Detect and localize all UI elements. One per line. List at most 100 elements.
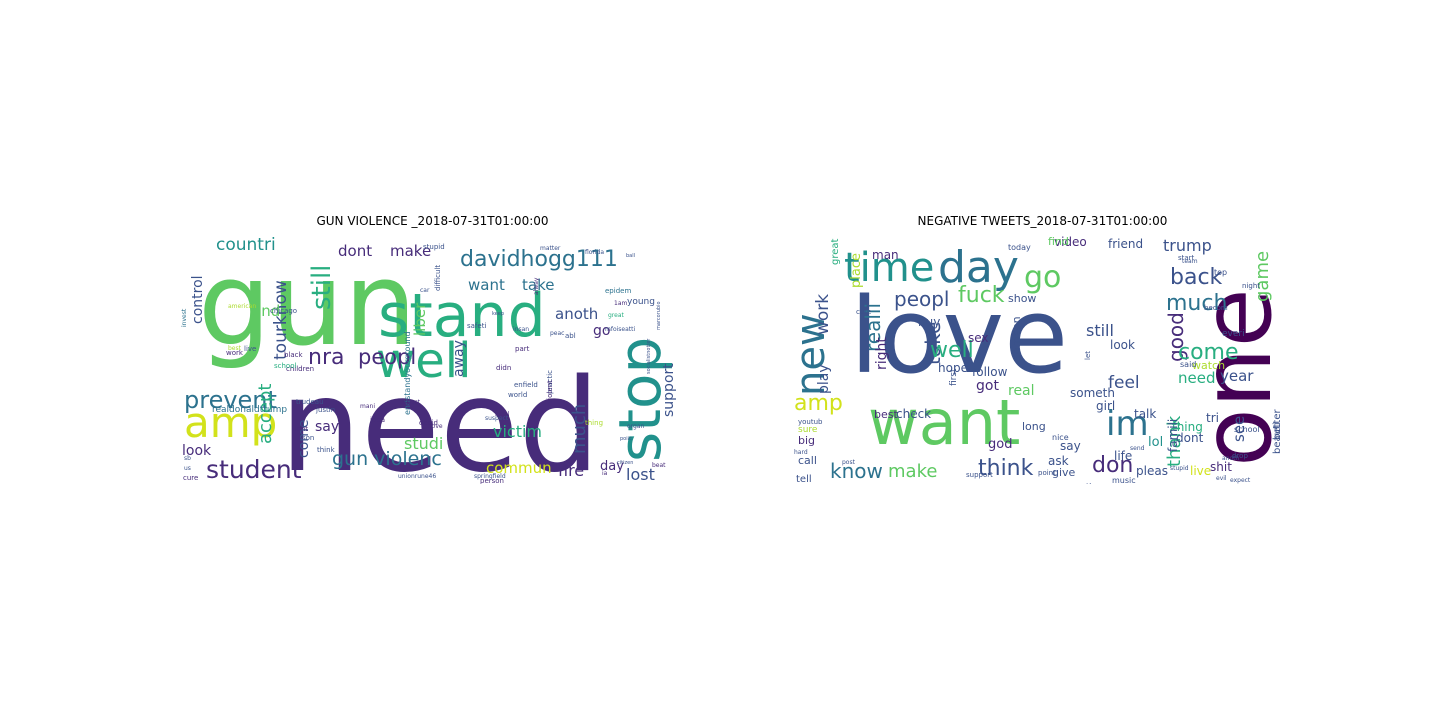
negative-tweets-word-watch: watch — [1192, 359, 1225, 372]
gun-violence-word-socialistnotter: socialistnotter — [646, 338, 652, 374]
gun-violence-word-invest: invest — [181, 308, 188, 327]
negative-tweets-word-buy: buy — [918, 315, 940, 329]
negative-tweets-word-ask: ask — [1048, 454, 1069, 468]
negative-tweets-word-trump: trump — [1163, 236, 1212, 255]
negative-tweets-word-love: love — [850, 275, 1068, 397]
gun-violence-word-beat: beat — [652, 462, 666, 469]
gun-violence-word-come: come — [296, 419, 312, 458]
negative-tweets-word-new: new — [790, 313, 834, 396]
negative-tweets-word-thank: thank — [1164, 415, 1185, 467]
negative-tweets-word-im: im — [1106, 404, 1149, 444]
negative-tweets-word-dont: dont — [1176, 431, 1204, 445]
negative-tweets-word-well: well — [930, 338, 974, 363]
negative-tweets-word-first: first — [949, 368, 959, 386]
negative-tweets-word-shit: shit — [1210, 460, 1232, 474]
negative-tweets-word-music: music — [1112, 476, 1136, 484]
negative-tweets-word-sure: sure — [798, 425, 818, 435]
negative-tweets-word-peopl: peopl — [894, 287, 950, 311]
gun-violence-word-day: day — [600, 459, 624, 474]
gun-violence-word-stand: stand — [378, 281, 546, 351]
gun-violence-word-peac: peac — [550, 330, 564, 337]
negative-tweets-word-year: year — [1220, 367, 1254, 385]
negative-tweets-word-look: look — [1110, 338, 1135, 352]
negative-tweets-word-come: come — [1178, 340, 1239, 365]
negative-tweets-word-still: still — [1086, 321, 1114, 340]
negative-tweets-word-great: great — [830, 238, 841, 265]
negative-tweets-word-make: make — [888, 461, 937, 482]
gun-violence-word-springfield: springfield — [474, 473, 506, 480]
gun-violence-word-didn: didn — [496, 364, 511, 372]
gun-violence-word-take: take — [522, 276, 554, 294]
negative-tweets-word-better: better — [1272, 409, 1283, 440]
gun-violence-word-ball: ball — [626, 253, 635, 259]
gun-violence-word-violent: violent — [546, 380, 554, 404]
negative-tweets-word-god: god — [988, 437, 1012, 452]
left-panel-title: GUN VIOLENCE _2018-07-31T01:00:00 — [316, 214, 549, 228]
negative-tweets-word-check: check — [896, 407, 931, 421]
negative-tweets-word-top: top — [1214, 268, 1227, 277]
gun-violence-word-say: say — [315, 419, 339, 435]
negative-tweets-word-play: play — [816, 364, 832, 394]
negative-tweets-word-follow: follow — [972, 365, 1008, 379]
gun-violence-word-fight: fight — [292, 425, 308, 433]
negative-tweets-word-want: want — [868, 386, 1020, 459]
negative-tweets-word-point: point — [1038, 469, 1056, 477]
negative-tweets-word-school: school — [1234, 425, 1260, 434]
negative-tweets-word-send: send — [1130, 445, 1145, 452]
gun-violence-word-away: away — [451, 340, 467, 377]
negative-tweets-word-back: back — [1170, 265, 1223, 290]
gun-violence-word-cloud: gun need stand well stop amp davidhogg111 preve… — [180, 232, 685, 484]
gun-violence-word-florida: florida — [585, 249, 604, 256]
negative-tweets-word-let: let — [1084, 351, 1092, 360]
gun-violence-word-nra: nra — [308, 345, 344, 370]
negative-tweets-word-pleas: pleas — [1136, 464, 1168, 478]
negative-tweets-word-today: today — [1008, 243, 1031, 252]
gun-violence-word-anoth: anoth — [555, 305, 598, 323]
negative-tweets-word-hope: hope — [938, 361, 968, 375]
negative-tweets-word-post: post — [842, 459, 856, 466]
gun-violence-word-safeti: safeti — [467, 322, 486, 330]
negative-tweets-word-tri: tri — [1206, 411, 1219, 425]
negative-tweets-word-man: man — [872, 248, 899, 262]
negative-tweets-word-day: day — [938, 242, 1019, 293]
negative-tweets-word-long: long — [1022, 420, 1046, 433]
negative-tweets-word-evil: evil — [1216, 475, 1227, 482]
negative-tweets-word-good: good — [1164, 312, 1188, 362]
negative-tweets-word-night: night — [1242, 282, 1260, 290]
gun-violence-word-live: live — [244, 345, 256, 353]
negative-tweets-word-tell: tell — [796, 474, 812, 484]
gun-violence-word-probl: probl — [456, 446, 463, 462]
gun-violence-word-legal: legal — [495, 411, 510, 418]
gun-violence-word-practic: practic — [546, 370, 554, 394]
negative-tweets-word-go: go — [1024, 260, 1061, 295]
gun-violence-word-much: much — [569, 404, 590, 454]
gun-violence-word-work: work — [226, 349, 244, 357]
negative-tweets-word-real: real — [1008, 383, 1035, 399]
negative-tweets-word-youtub: youtub — [798, 418, 823, 426]
gun-violence-word-aspect: aspect — [400, 399, 421, 406]
negative-tweets-word-sex: sex — [968, 331, 989, 345]
gun-violence-word-enfield: enfield — [514, 381, 538, 389]
gun-violence-word-justin: justin — [315, 406, 335, 414]
gun-violence-word-student: student — [206, 455, 302, 484]
gun-violence-word-difficult: difficult — [434, 265, 442, 291]
gun-violence-word-lost: lost — [626, 465, 655, 484]
negative-tweets-word-take: take — [921, 322, 945, 365]
negative-tweets-word-much: much — [1166, 291, 1227, 316]
gun-violence-word-idea: idea — [370, 416, 385, 424]
gun-violence-word-stop: stop — [606, 337, 674, 462]
gun-violence-word-davidhogg111: davidhogg111 — [460, 247, 618, 272]
gun-violence-word-studi: studi — [404, 434, 443, 453]
gun-violence-word-ia: ia — [602, 470, 608, 477]
gun-violence-word-look: look — [182, 443, 212, 459]
gun-violence-word-mfoiseatti: mfoiseatti — [605, 326, 635, 333]
gun-violence-word-alway: alway — [533, 277, 540, 295]
gun-violence-word-liber: liber — [411, 302, 429, 336]
negative-tweets-word-need: need — [1178, 369, 1216, 387]
negative-tweets-word-one: one — [1181, 288, 1293, 467]
gun-violence-word-prevent: prevent — [184, 386, 277, 414]
gun-violence-word-chicago: chicago — [270, 307, 297, 315]
gun-violence-word-countri: countri — [216, 235, 276, 255]
negative-tweets-word-becom: becom — [1204, 304, 1228, 312]
gun-violence-word-best: best — [228, 345, 242, 352]
